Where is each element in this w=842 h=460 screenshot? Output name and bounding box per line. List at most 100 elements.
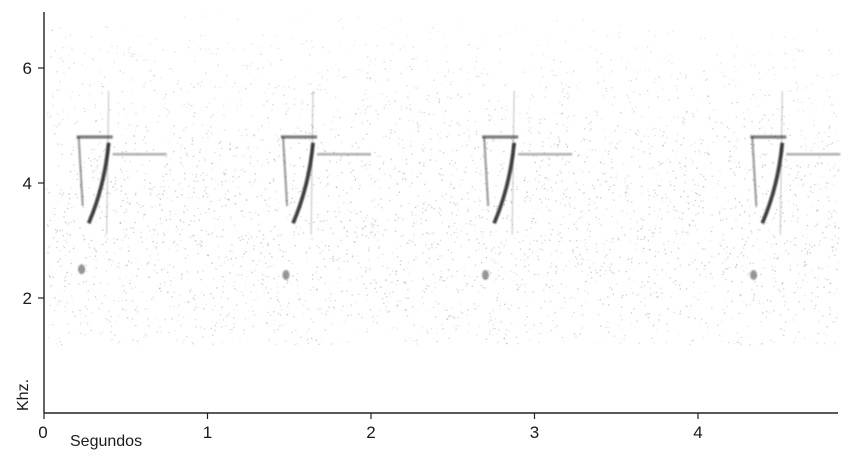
noise-speck	[238, 91, 240, 93]
noise-speck	[110, 181, 112, 183]
noise-speck	[368, 64, 370, 67]
noise-speck	[93, 283, 95, 286]
noise-speck	[828, 224, 830, 227]
noise-speck	[146, 263, 148, 265]
noise-speck	[127, 176, 129, 179]
noise-speck	[470, 220, 472, 222]
noise-speck	[342, 77, 344, 79]
noise-speck	[816, 223, 818, 225]
noise-speck	[452, 149, 454, 152]
noise-speck	[700, 37, 702, 39]
noise-speck	[293, 132, 296, 134]
noise-speck	[758, 72, 760, 74]
noise-speck	[686, 305, 688, 308]
noise-speck	[356, 255, 359, 257]
noise-speck	[448, 337, 450, 339]
noise-speck	[362, 227, 365, 229]
noise-speck	[78, 94, 80, 97]
noise-speck	[545, 86, 548, 88]
noise-speck	[287, 192, 289, 194]
noise-speck	[484, 183, 486, 185]
noise-speck	[643, 135, 645, 137]
noise-speck	[573, 70, 575, 72]
noise-speck	[460, 96, 463, 98]
noise-speck	[267, 275, 269, 278]
noise-speck	[565, 265, 567, 267]
noise-speck	[543, 289, 545, 291]
noise-speck	[618, 270, 620, 272]
noise-speck	[382, 265, 384, 267]
noise-speck	[311, 274, 314, 276]
noise-speck	[798, 177, 800, 179]
noise-speck	[151, 298, 153, 301]
noise-speck	[199, 148, 201, 151]
noise-speck	[500, 164, 502, 166]
noise-speck	[694, 317, 696, 320]
noise-speck	[659, 164, 661, 166]
noise-speck	[119, 222, 121, 224]
noise-speck	[709, 119, 711, 121]
noise-speck	[210, 200, 212, 203]
noise-speck	[798, 272, 800, 275]
noise-speck	[609, 266, 611, 268]
noise-speck	[417, 124, 419, 126]
noise-speck	[96, 167, 99, 169]
noise-speck	[48, 324, 51, 326]
noise-speck	[363, 283, 365, 285]
noise-speck	[88, 187, 90, 189]
noise-speck	[540, 66, 543, 69]
noise-speck	[771, 263, 773, 266]
noise-speck	[702, 199, 704, 202]
noise-speck	[422, 143, 424, 146]
noise-speck	[362, 228, 364, 231]
noise-speck	[88, 298, 90, 301]
noise-speck	[506, 230, 508, 233]
noise-speck	[677, 116, 679, 118]
noise-speck	[364, 93, 366, 95]
noise-speck	[84, 52, 86, 55]
noise-speck	[467, 208, 469, 211]
noise-speck	[561, 180, 563, 182]
noise-speck	[405, 282, 407, 284]
noise-speck	[409, 336, 411, 339]
noise-speck	[214, 151, 216, 154]
noise-speck	[285, 251, 287, 253]
noise-speck	[604, 256, 606, 258]
noise-speck	[240, 265, 242, 268]
noise-speck	[482, 156, 485, 158]
noise-speck	[482, 84, 485, 86]
noise-speck	[831, 103, 833, 105]
noise-speck	[98, 206, 100, 209]
noise-speck	[93, 148, 95, 150]
noise-speck	[633, 308, 635, 310]
noise-speck	[100, 172, 102, 174]
noise-speck	[673, 206, 675, 208]
noise-speck	[603, 163, 605, 165]
noise-speck	[719, 242, 721, 244]
noise-speck	[99, 71, 101, 73]
noise-speck	[685, 304, 687, 307]
noise-speck	[54, 50, 56, 52]
noise-speck	[481, 72, 484, 75]
noise-speck	[802, 183, 805, 185]
noise-speck	[432, 273, 435, 276]
noise-speck	[350, 304, 352, 306]
noise-speck	[429, 159, 432, 161]
noise-speck	[166, 163, 168, 165]
noise-speck	[785, 67, 787, 69]
noise-speck	[188, 301, 190, 304]
noise-speck	[224, 257, 226, 259]
noise-speck	[797, 208, 799, 211]
noise-speck	[193, 115, 195, 118]
noise-speck	[586, 229, 588, 232]
noise-speck	[483, 242, 486, 245]
noise-speck	[564, 163, 567, 166]
noise-speck	[214, 329, 216, 332]
noise-speck	[120, 134, 123, 136]
noise-speck	[280, 128, 282, 131]
noise-speck	[184, 178, 186, 180]
noise-speck	[72, 219, 75, 221]
noise-speck	[674, 217, 676, 220]
noise-speck	[796, 174, 798, 176]
noise-speck	[800, 134, 802, 136]
